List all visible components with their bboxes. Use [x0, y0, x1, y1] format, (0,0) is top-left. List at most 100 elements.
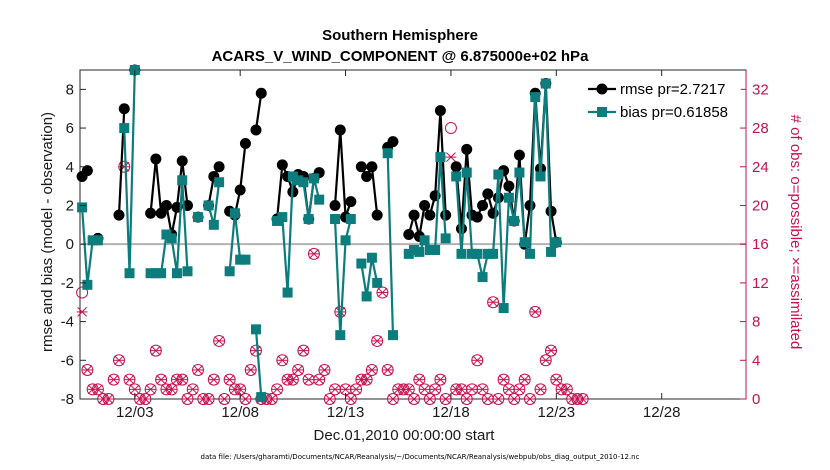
obs-assimilated-marker	[508, 394, 520, 404]
bias-point	[250, 324, 261, 335]
obs-assimilated-marker	[266, 394, 278, 404]
rmse-point	[503, 180, 515, 192]
obs-assimilated-marker	[303, 374, 315, 385]
data-file-footnote: data file: /Users/gharamti/Documents/NCA…	[201, 453, 640, 461]
bias-point	[551, 237, 562, 248]
obs-assimilated-marker	[139, 394, 151, 404]
obs-assimilated-marker	[471, 355, 483, 366]
x-tick-label: 12/23	[538, 404, 576, 421]
rmse-point	[345, 196, 357, 208]
bias-point	[214, 177, 225, 188]
obs-assimilated-marker	[434, 374, 446, 385]
bias-point	[92, 235, 103, 246]
bias-point	[293, 175, 304, 186]
obs-assimilated-marker	[545, 345, 557, 356]
bias-point	[277, 212, 288, 223]
obs-assimilated-marker	[413, 374, 425, 385]
bias-point	[145, 268, 156, 279]
obs-assimilated-marker	[503, 384, 515, 395]
obs-assimilated-marker	[129, 384, 141, 395]
obs-assimilated-marker	[192, 365, 204, 375]
legend-box	[585, 76, 741, 124]
rmse-line-segment	[149, 157, 189, 236]
chart-title-line1: Southern Hemisphere	[322, 27, 478, 44]
obs-assimilated-marker	[535, 384, 546, 395]
obs-possible-marker	[218, 393, 231, 405]
obs-assimilated-marker	[92, 384, 104, 395]
rmse-point	[160, 199, 172, 211]
obs-assimilated-marker	[577, 394, 589, 404]
obs-possible-marker	[118, 160, 131, 173]
obs-possible-marker	[545, 344, 558, 357]
bias-point	[356, 258, 367, 269]
bias-point	[156, 268, 167, 279]
obs-possible-marker	[297, 344, 310, 357]
bias-point	[203, 200, 214, 211]
bias-point	[366, 252, 377, 263]
obs-assimilated-marker	[419, 384, 430, 395]
x-axis-label: Dec.01,2010 00:00:00 start	[314, 427, 496, 444]
y-tick-label-left: 6	[66, 120, 74, 137]
obs-assimilated-marker	[361, 374, 373, 385]
legend-bias-label: bias pr=0.61858	[620, 104, 728, 121]
rmse-point	[545, 205, 557, 217]
rmse-point	[145, 207, 157, 219]
obs-possible-marker	[550, 373, 563, 386]
bias-point	[82, 279, 93, 290]
obs-possible-marker	[107, 373, 120, 386]
bias-point	[124, 268, 135, 279]
bias-point	[519, 237, 530, 248]
obs-assimilated-marker	[429, 384, 441, 395]
obs-possible-marker	[81, 363, 94, 376]
y-tick-label-right: 32	[752, 81, 769, 98]
rmse-point	[471, 211, 483, 223]
bias-point	[540, 78, 551, 89]
obs-assimilated-marker	[324, 394, 336, 404]
bias-point	[272, 215, 283, 226]
y-tick-label-left: -2	[61, 275, 74, 292]
y-tick-label-left: 0	[66, 236, 74, 253]
bias-point	[224, 266, 235, 277]
obs-assimilated-marker	[271, 384, 283, 395]
y-tick-label-right: 24	[752, 159, 769, 176]
obs-possible-marker	[318, 363, 331, 376]
obs-assimilated-marker	[340, 384, 351, 395]
bias-point	[472, 248, 483, 259]
rmse-point	[118, 103, 130, 115]
bias-point	[229, 208, 240, 219]
rmse-point	[361, 170, 373, 182]
obs-possible-marker	[323, 393, 336, 405]
rmse-point	[434, 105, 446, 117]
y-tick-label-right: 12	[752, 275, 769, 292]
obs-assimilated-marker	[319, 365, 330, 375]
bias-point	[414, 246, 425, 257]
x-tick-label: 12/03	[116, 404, 154, 421]
bias-point	[477, 272, 488, 283]
rmse-point	[155, 207, 167, 219]
obs-possible-marker	[292, 363, 305, 376]
y-tick-label-right: 8	[752, 314, 760, 331]
obs-possible-marker	[186, 383, 199, 396]
obs-possible-marker	[376, 286, 389, 299]
obs-possible-marker	[508, 393, 521, 405]
obs-assimilated-marker	[145, 384, 157, 395]
bias-point	[303, 214, 314, 225]
obs-assimilated-marker	[529, 307, 541, 317]
obs-assimilated-marker	[113, 355, 125, 366]
bias-point	[435, 152, 446, 163]
bias-point	[256, 392, 267, 403]
rmse-point	[150, 153, 162, 165]
rmse-point	[239, 138, 251, 150]
obs-assimilated-marker	[482, 394, 494, 404]
rmse-point	[387, 136, 399, 148]
bias-point	[77, 202, 88, 213]
bias-point	[456, 248, 467, 259]
chart-title-line2: ACARS_V_WIND_COMPONENT @ 6.875000e+02 hP…	[212, 48, 590, 65]
bias-point	[308, 173, 319, 184]
obs-assimilated-marker	[487, 297, 499, 308]
obs-assimilated-marker	[477, 384, 488, 395]
obs-assimilated-marker	[203, 394, 214, 404]
obs-assimilated-marker	[250, 345, 262, 356]
obs-assimilated-marker	[234, 384, 246, 395]
bias-point	[119, 123, 130, 134]
